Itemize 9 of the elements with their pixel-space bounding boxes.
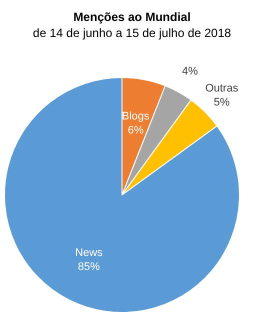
slice-label: Blogs — [122, 110, 150, 122]
slice-label: News — [75, 246, 104, 259]
data-label: 85% — [78, 260, 100, 273]
data-label: 4% — [182, 65, 198, 78]
slice-label: Outras — [205, 82, 239, 94]
data-label: 6% — [128, 124, 144, 136]
chart-subtitle: de 14 de junho a 15 de julho de 2018 — [32, 26, 232, 40]
chart-title: Menções ao Mundial — [72, 9, 192, 24]
data-label: 5% — [214, 96, 230, 108]
